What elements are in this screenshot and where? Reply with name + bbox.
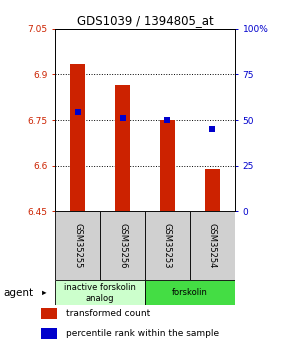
Bar — [115, 85, 130, 211]
Title: GDS1039 / 1394805_at: GDS1039 / 1394805_at — [77, 14, 213, 28]
Text: GSM35255: GSM35255 — [73, 223, 82, 269]
Text: forskolin: forskolin — [172, 288, 208, 297]
Text: GSM35253: GSM35253 — [163, 223, 172, 269]
Bar — [145, 280, 235, 305]
Bar — [204, 169, 220, 211]
Text: inactive forskolin
analog: inactive forskolin analog — [64, 283, 136, 303]
Text: transformed count: transformed count — [66, 309, 150, 318]
Text: agent: agent — [3, 288, 33, 298]
Bar — [145, 211, 190, 280]
Bar — [70, 64, 86, 211]
Text: GSM35254: GSM35254 — [208, 223, 217, 269]
Text: percentile rank within the sample: percentile rank within the sample — [66, 329, 219, 338]
Text: GSM35256: GSM35256 — [118, 223, 127, 269]
Bar — [190, 211, 235, 280]
Bar — [41, 328, 57, 339]
Bar — [160, 120, 175, 211]
Bar — [100, 211, 145, 280]
Bar — [55, 280, 145, 305]
Bar — [41, 308, 57, 319]
Bar — [55, 211, 100, 280]
